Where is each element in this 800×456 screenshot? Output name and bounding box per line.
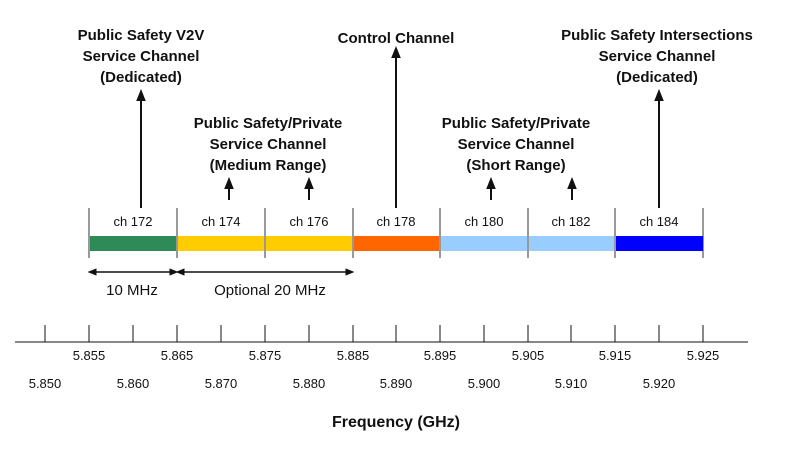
annotation-medium-range: Public Safety/Private Service Channel (M… xyxy=(194,115,342,200)
axis-tick-lower-5910: 5.910 xyxy=(555,376,588,391)
annotation-short-line-1: Public Safety/Private xyxy=(442,115,590,132)
channel-segment-172 xyxy=(90,236,176,251)
channel-label-176: ch 176 xyxy=(289,214,328,229)
axis-tick-upper-5875: 5.875 xyxy=(249,348,282,363)
channel-label-184: ch 184 xyxy=(639,214,678,229)
axis-tick-lower-5890: 5.890 xyxy=(380,376,413,391)
annotation-short-line-3: (Short Range) xyxy=(466,157,565,174)
bandwidth-indicators: 10 MHz Optional 20 MHz xyxy=(87,268,355,299)
annotation-intersections: Public Safety Intersections Service Chan… xyxy=(561,27,753,208)
channel-segment-182 xyxy=(529,236,614,251)
axis-tick-lower-5900: 5.900 xyxy=(468,376,501,391)
axis-tick-upper-5925: 5.925 xyxy=(687,348,720,363)
channel-band: ch 172 ch 174 ch 176 ch 178 ch 180 ch 18… xyxy=(88,208,704,258)
annotation-control: Control Channel xyxy=(338,30,455,208)
channel-label-174: ch 174 xyxy=(201,214,240,229)
axis-title: Frequency (GHz) xyxy=(332,414,460,431)
axis-tick-upper-5885: 5.885 xyxy=(337,348,370,363)
channel-label-172: ch 172 xyxy=(113,214,152,229)
axis-tick-upper-5915: 5.915 xyxy=(599,348,632,363)
axis-tick-upper-5855: 5.855 xyxy=(73,348,106,363)
annotation-intersections-line-3: (Dedicated) xyxy=(616,69,698,86)
channel-segment-180 xyxy=(441,236,527,251)
annotation-intersections-line-2: Service Channel xyxy=(599,48,716,65)
annotation-short-line-2: Service Channel xyxy=(458,136,575,153)
frequency-axis: 5.855 5.865 5.875 5.885 5.895 5.905 5.91… xyxy=(15,325,748,431)
channel-label-180: ch 180 xyxy=(464,214,503,229)
axis-tick-lower-5880: 5.880 xyxy=(293,376,326,391)
axis-tick-lower-5920: 5.920 xyxy=(643,376,676,391)
axis-tick-lower-5870: 5.870 xyxy=(205,376,238,391)
axis-tick-upper-5905: 5.905 xyxy=(512,348,545,363)
annotation-intersections-line-1: Public Safety Intersections xyxy=(561,27,753,44)
channel-segment-176 xyxy=(266,236,352,251)
annotation-medium-line-1: Public Safety/Private xyxy=(194,115,342,132)
channel-segment-178 xyxy=(354,236,439,251)
axis-tick-upper-5895: 5.895 xyxy=(424,348,457,363)
annotation-medium-line-2: Service Channel xyxy=(210,136,327,153)
annotation-short-range: Public Safety/Private Service Channel (S… xyxy=(442,115,590,200)
annotation-medium-line-3: (Medium Range) xyxy=(210,157,327,174)
channel-segment-184 xyxy=(616,236,703,251)
channel-segment-174 xyxy=(178,236,264,251)
annotation-control-label: Control Channel xyxy=(338,30,455,47)
bandwidth-10mhz-label: 10 MHz xyxy=(106,282,158,299)
axis-tick-lower-5850: 5.850 xyxy=(29,376,62,391)
annotation-v2v-line-3: (Dedicated) xyxy=(100,69,182,86)
annotation-v2v: Public Safety V2V Service Channel (Dedic… xyxy=(78,27,205,208)
axis-tick-upper-5865: 5.865 xyxy=(161,348,194,363)
channel-label-182: ch 182 xyxy=(551,214,590,229)
axis-minor-ticks xyxy=(44,325,704,342)
bandwidth-20mhz-label: Optional 20 MHz xyxy=(214,282,326,299)
axis-tick-lower-5860: 5.860 xyxy=(117,376,150,391)
annotation-v2v-line-1: Public Safety V2V xyxy=(78,27,205,44)
annotation-v2v-line-2: Service Channel xyxy=(83,48,200,65)
channel-label-178: ch 178 xyxy=(376,214,415,229)
